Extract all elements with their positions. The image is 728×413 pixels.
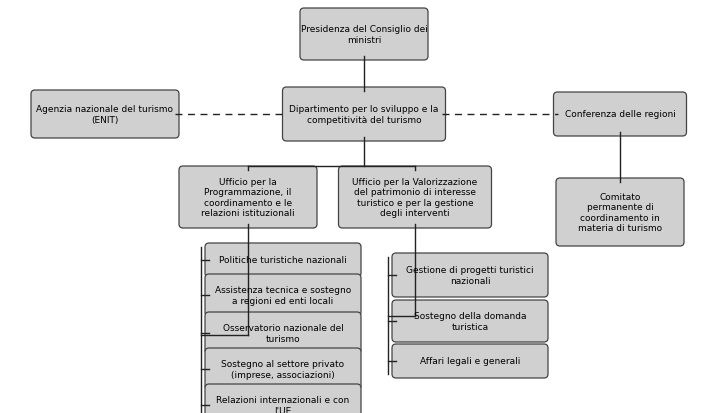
- Text: Sostegno al settore privato
(imprese, associazioni): Sostegno al settore privato (imprese, as…: [221, 359, 344, 379]
- FancyBboxPatch shape: [282, 88, 446, 142]
- FancyBboxPatch shape: [392, 344, 548, 378]
- Text: Relazioni internazionali e con
l'UE: Relazioni internazionali e con l'UE: [216, 395, 349, 413]
- FancyBboxPatch shape: [205, 274, 361, 316]
- FancyBboxPatch shape: [31, 91, 179, 139]
- Text: Assistenza tecnica e sostegno
a regioni ed enti locali: Assistenza tecnica e sostegno a regioni …: [215, 286, 351, 305]
- FancyBboxPatch shape: [556, 178, 684, 247]
- Text: Ufficio per la
Programmazione, il
coordinamento e le
relazioni istituzionali: Ufficio per la Programmazione, il coordi…: [201, 178, 295, 218]
- FancyBboxPatch shape: [205, 348, 361, 390]
- Text: Ufficio per la Valorizzazione
del patrimonio di interesse
turistico e per la ges: Ufficio per la Valorizzazione del patrim…: [352, 178, 478, 218]
- FancyBboxPatch shape: [205, 384, 361, 413]
- Text: Dipartimento per lo sviluppo e la
competitività del turismo: Dipartimento per lo sviluppo e la compet…: [289, 105, 439, 124]
- Text: Gestione di progetti turistici
nazionali: Gestione di progetti turistici nazionali: [406, 266, 534, 285]
- Text: Agenzia nazionale del turismo
(ENIT): Agenzia nazionale del turismo (ENIT): [36, 105, 173, 124]
- FancyBboxPatch shape: [392, 300, 548, 342]
- Text: Presidenza del Consiglio dei
ministri: Presidenza del Consiglio dei ministri: [301, 25, 427, 45]
- FancyBboxPatch shape: [553, 93, 687, 137]
- FancyBboxPatch shape: [179, 166, 317, 228]
- Text: Osservatorio nazionale del
turismo: Osservatorio nazionale del turismo: [223, 323, 344, 343]
- FancyBboxPatch shape: [339, 166, 491, 228]
- FancyBboxPatch shape: [205, 243, 361, 277]
- Text: Sostegno della domanda
turistica: Sostegno della domanda turistica: [414, 311, 526, 331]
- FancyBboxPatch shape: [205, 312, 361, 354]
- Text: Politiche turistiche nazionali: Politiche turistiche nazionali: [219, 256, 347, 265]
- Text: Comitato
permanente di
coordinamento in
materia di turismo: Comitato permanente di coordinamento in …: [578, 192, 662, 233]
- FancyBboxPatch shape: [300, 9, 428, 61]
- Text: Affari legali e generali: Affari legali e generali: [420, 357, 521, 366]
- Text: Conferenza delle regioni: Conferenza delle regioni: [564, 110, 676, 119]
- FancyBboxPatch shape: [392, 254, 548, 297]
